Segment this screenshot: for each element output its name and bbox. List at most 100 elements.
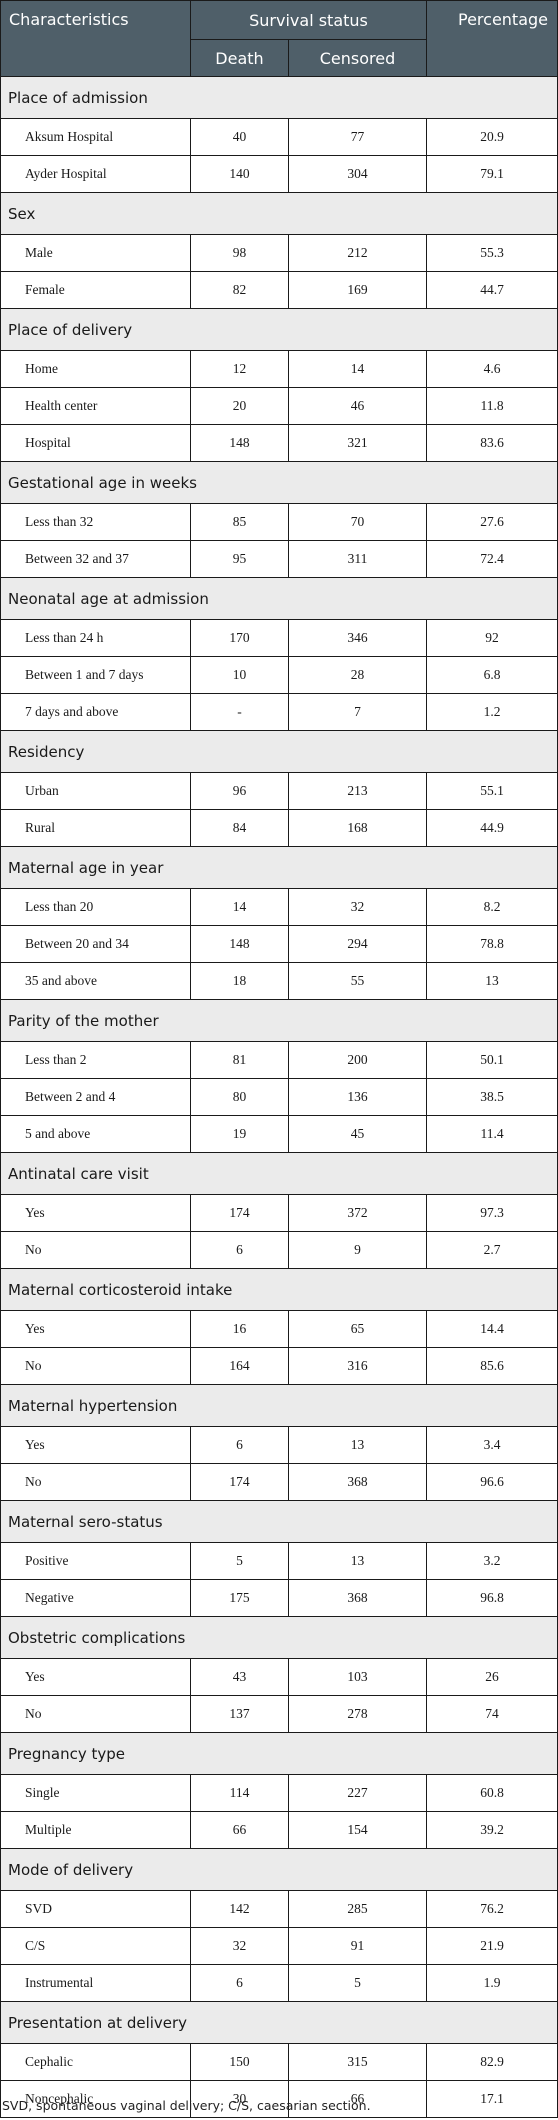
censored-cell: 45 [287,1115,428,1153]
row-label: Between 1 and 7 days [0,656,191,694]
table-row: Less than 32 85 70 27.6 [0,503,558,541]
table-row: C/S 32 91 21.9 [0,1927,558,1965]
censored-cell: 372 [287,1194,428,1232]
row-label: Aksum Hospital [0,118,191,156]
row-label: Home [0,350,191,388]
censored-cell: 32 [287,888,428,926]
censored-cell: 136 [287,1078,428,1116]
percentage-cell: 3.4 [426,1426,558,1464]
section-title: Presentation at delivery [0,2001,558,2044]
row-label: Yes [0,1658,191,1696]
death-cell: 43 [190,1658,289,1696]
table-row: No 174 368 96.6 [0,1463,558,1501]
row-label: 7 days and above [0,693,191,731]
row-label: Positive [0,1542,191,1580]
row-label: Urban [0,772,191,810]
death-cell: 174 [190,1463,289,1501]
table-row: Ayder Hospital 140 304 79.1 [0,155,558,193]
censored-cell: 368 [287,1579,428,1617]
percentage-cell: 17.1 [426,2080,558,2118]
section-header-row: Place of delivery [0,308,558,351]
table-row: Rural 84 168 44.9 [0,809,558,847]
table-row: Less than 20 14 32 8.2 [0,888,558,926]
row-label: No [0,1695,191,1733]
percentage-cell: 21.9 [426,1927,558,1965]
row-label: Between 2 and 4 [0,1078,191,1116]
percentage-cell: 3.2 [426,1542,558,1580]
censored-cell: 91 [287,1927,428,1965]
death-cell: 170 [190,619,289,657]
table-row: Between 20 and 34 148 294 78.8 [0,925,558,963]
table-row: Negative 175 368 96.8 [0,1579,558,1617]
percentage-cell: 11.8 [426,387,558,425]
section-header-row: Place of admission [0,76,558,119]
table-row: No 137 278 74 [0,1695,558,1733]
section-header-row: Sex [0,192,558,235]
death-cell: 114 [190,1774,289,1812]
death-cell: 95 [190,540,289,578]
censored-cell: 368 [287,1463,428,1501]
section-title: Place of delivery [0,308,558,351]
percentage-cell: 38.5 [426,1078,558,1116]
percentage-cell: 13 [426,962,558,1000]
death-cell: 98 [190,234,289,272]
percentage-cell: 4.6 [426,350,558,388]
death-cell: 82 [190,271,289,309]
section-title: Maternal hypertension [0,1384,558,1427]
percentage-cell: 85.6 [426,1347,558,1385]
percentage-cell: 11.4 [426,1115,558,1153]
percentage-cell: 14.4 [426,1310,558,1348]
table-row: Between 2 and 4 80 136 38.5 [0,1078,558,1116]
row-label: No [0,1347,191,1385]
row-label: Rural [0,809,191,847]
table-row: SVD 142 285 76.2 [0,1890,558,1928]
censored-cell: 169 [287,271,428,309]
censored-cell: 278 [287,1695,428,1733]
percentage-cell: 72.4 [426,540,558,578]
censored-cell: 13 [287,1542,428,1580]
section-header-row: Pregnancy type [0,1732,558,1775]
row-label: Less than 32 [0,503,191,541]
table-row: Between 32 and 37 95 311 72.4 [0,540,558,578]
censored-cell: 213 [287,772,428,810]
death-cell: 6 [190,1964,289,2002]
row-label: No [0,1463,191,1501]
table-row: Yes 174 372 97.3 [0,1194,558,1232]
section-header-row: Presentation at delivery [0,2001,558,2044]
section-header-row: Maternal sero-status [0,1500,558,1543]
table-header: Characteristics Survival status Percenta… [0,0,558,77]
death-cell: 140 [190,155,289,193]
section-header-row: Maternal hypertension [0,1384,558,1427]
death-cell: 14 [190,888,289,926]
table-row: Home 12 14 4.6 [0,350,558,388]
percentage-cell: 96.6 [426,1463,558,1501]
section-title: Obstetric complications [0,1616,558,1659]
percentage-cell: 92 [426,619,558,657]
section-header-row: Maternal age in year [0,846,558,889]
row-label: Between 32 and 37 [0,540,191,578]
censored-cell: 103 [287,1658,428,1696]
table-row: Less than 24 h 170 346 92 [0,619,558,657]
percentage-cell: 79.1 [426,155,558,193]
section-header-row: Neonatal age at admission [0,577,558,620]
death-cell: 148 [190,424,289,462]
percentage-cell: 97.3 [426,1194,558,1232]
section-header-row: Mode of delivery [0,1848,558,1891]
header-death: Death [190,39,289,77]
death-cell: 30 [190,2080,289,2118]
censored-cell: 346 [287,619,428,657]
row-label: Female [0,271,191,309]
percentage-cell: 26 [426,1658,558,1696]
percentage-cell: 55.3 [426,234,558,272]
row-label: SVD [0,1890,191,1928]
row-label: Noncephalic [0,2080,191,2118]
death-cell: 40 [190,118,289,156]
percentage-cell: 82.9 [426,2043,558,2081]
row-label: Less than 24 h [0,619,191,657]
death-cell: 20 [190,387,289,425]
death-cell: 16 [190,1310,289,1348]
death-cell: 12 [190,350,289,388]
table-row: Male 98 212 55.3 [0,234,558,272]
censored-cell: 65 [287,1310,428,1348]
